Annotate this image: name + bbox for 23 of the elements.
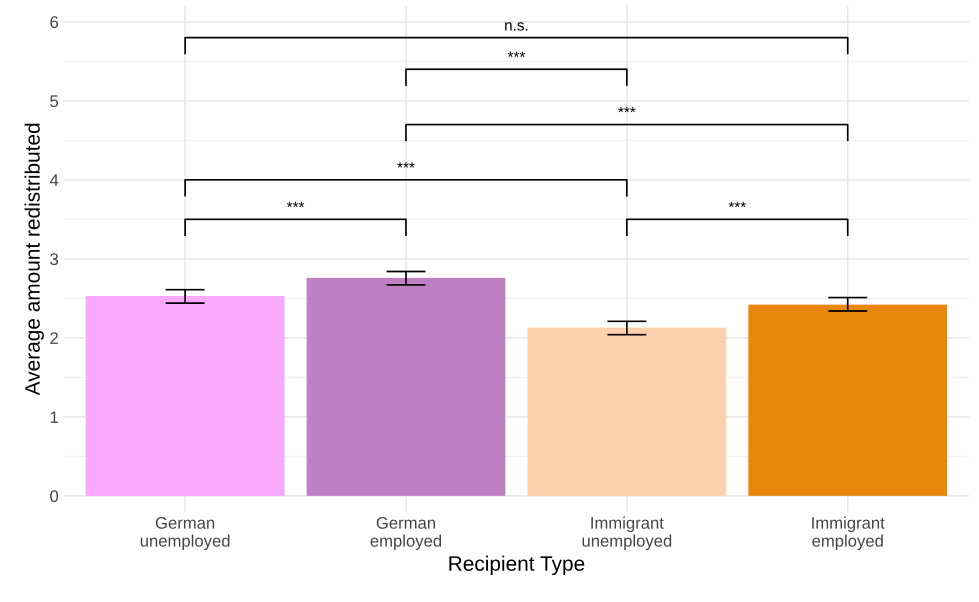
annotation: *** [728, 202, 746, 208]
y-tick-label: 0 [50, 490, 58, 502]
bar [748, 304, 948, 496]
x-tick-label: Immigrant employed [812, 516, 885, 550]
x-axis-title: Recipient Type [449, 556, 584, 576]
y-tick-label: 6 [50, 16, 58, 28]
y-axis-title: Average amount redistributed [24, 124, 44, 396]
annotation: n.s. [505, 22, 528, 31]
bar [527, 328, 726, 496]
x-tick-label: German employed [370, 517, 442, 550]
y-tick-label: 1 [50, 411, 58, 423]
annotation: *** [286, 202, 304, 208]
bar [306, 278, 506, 496]
annotation: *** [508, 52, 526, 57]
bar [86, 296, 285, 496]
y-tick-label: 4 [50, 174, 58, 186]
y-tick-label: 2 [50, 332, 58, 344]
annotation: *** [397, 162, 415, 168]
x-tick-label: Immigrant unemployed [582, 516, 672, 550]
y-tick-label: 3 [50, 253, 58, 266]
annotation: *** [618, 106, 636, 112]
y-tick-label: 5 [50, 95, 58, 108]
x-tick-label: German unemployed [140, 517, 230, 550]
